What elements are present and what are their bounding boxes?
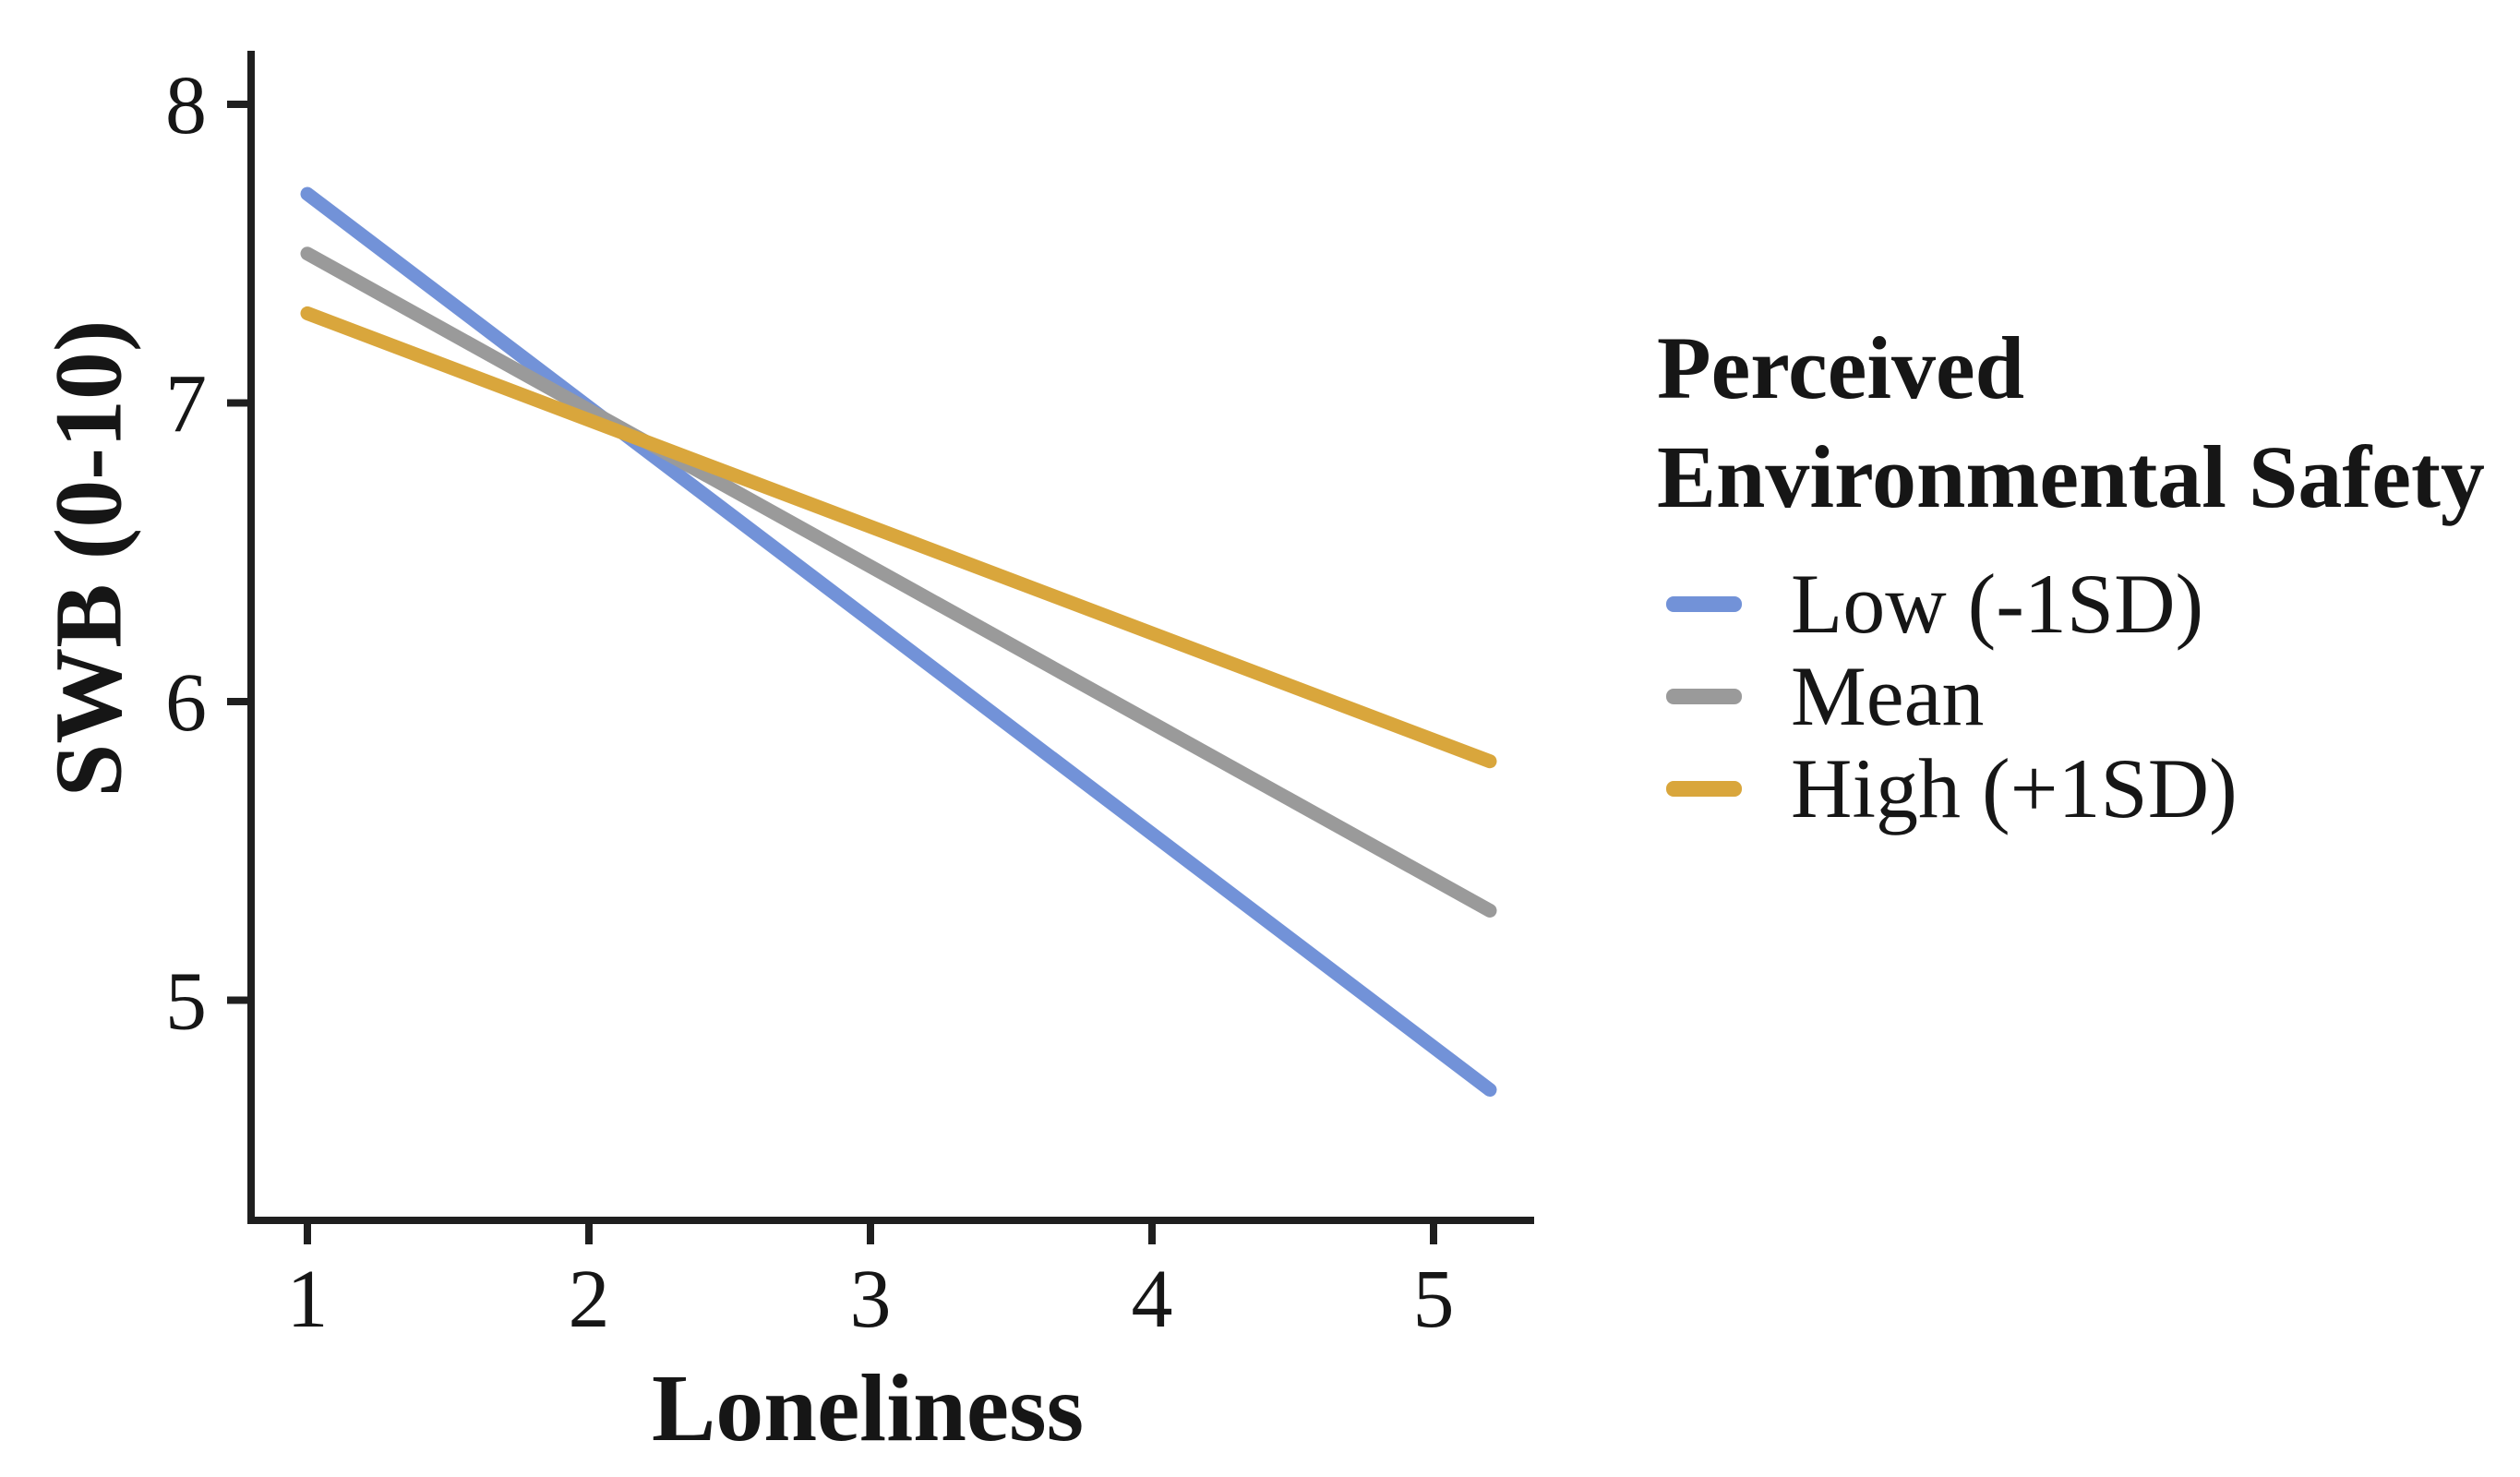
x-tick-label-1: 1	[287, 1254, 329, 1345]
axis-frame	[247, 51, 1534, 1224]
legend-entry-label: High (+1SD)	[1791, 741, 2238, 835]
y-tick-label-8: 8	[165, 60, 207, 151]
legend-entry-low-1sd: Low (-1SD)	[1666, 557, 2238, 651]
legend-entry-high-1sd: High (+1SD)	[1666, 741, 2238, 835]
legend-entries: Low (-1SD) Mean High (+1SD)	[1666, 557, 2238, 835]
legend-entry-label: Mean	[1791, 649, 1985, 743]
legend-swatch-mean	[1666, 688, 1742, 704]
series-line-low-1sd	[300, 186, 1497, 1098]
series-line-mean	[300, 246, 1497, 918]
series-line-high-1sd	[300, 306, 1497, 769]
legend-title-line-1: Perceived	[1657, 318, 2025, 417]
legend-swatch-low-1sd	[1666, 595, 1742, 612]
y-tick-label-5: 5	[165, 956, 207, 1048]
y-tick-label-7: 7	[165, 359, 207, 450]
legend-title: Perceived Environmental Safety	[1657, 314, 2485, 532]
x-tick-label-3: 3	[850, 1254, 892, 1345]
x-tick-label-5: 5	[1413, 1254, 1455, 1345]
y-tick-label-6: 6	[165, 657, 207, 749]
legend-title-line-2: Environmental Safety	[1657, 427, 2485, 526]
legend-entry-mean: Mean	[1666, 649, 2238, 743]
legend-swatch-high-1sd	[1666, 780, 1742, 797]
x-axis-title: Loneliness	[651, 1355, 1085, 1461]
x-tick-label-4: 4	[1132, 1254, 1173, 1345]
x-tick-label-2: 2	[569, 1254, 610, 1345]
y-axis-title: SWB (0-10)	[35, 319, 142, 798]
legend-entry-label: Low (-1SD)	[1791, 557, 2204, 651]
